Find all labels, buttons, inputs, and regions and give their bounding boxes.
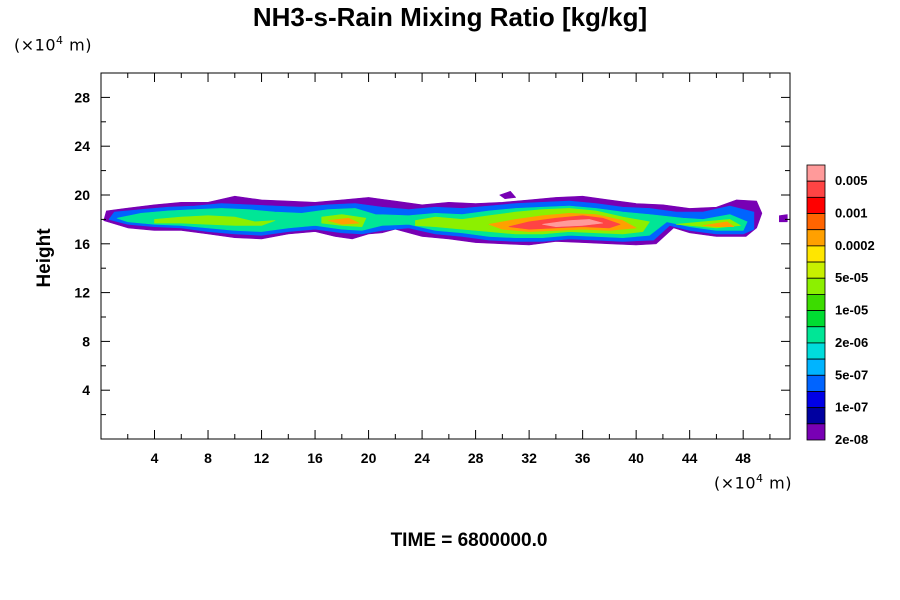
x-tick-label: 24: [414, 450, 430, 466]
y-tick-label: 12: [74, 285, 90, 301]
colorbar-label: 5e-07: [835, 367, 868, 382]
time-label: TIME = 6800000.0: [390, 530, 548, 551]
colorbar-label: 2e-06: [835, 335, 868, 350]
y-tick-label: 16: [74, 236, 90, 252]
y-tick-label: 4: [82, 382, 90, 398]
x-tick-label: 48: [735, 450, 751, 466]
colorbar-label: 5e-05: [835, 270, 868, 285]
y-tick-label: 24: [74, 138, 90, 154]
x-tick-label: 16: [307, 450, 323, 466]
colorbar-label: 1e-07: [835, 400, 868, 415]
x-axis-unit: (×104 m): [714, 472, 792, 492]
colorbar-swatch: [806, 310, 826, 328]
x-tick-label: 44: [682, 450, 698, 466]
colorbar-swatch: [806, 180, 826, 198]
mixing-ratio-field: [103, 191, 788, 246]
colorbar-swatch: [806, 374, 826, 392]
contour-region: [702, 221, 735, 227]
y-unit-exponent: 4: [56, 34, 64, 47]
x-axis: 4 8 12 16 20 24 28 32 36 40 44 48: [127, 73, 771, 466]
x-tick-label: 40: [628, 450, 644, 466]
x-unit-suffix: m): [763, 473, 792, 493]
contour-region: [499, 191, 517, 199]
colorbar-swatch: [806, 294, 826, 311]
y-unit-prefix: (×10: [14, 35, 57, 55]
contour-region: [328, 217, 360, 225]
y-unit-suffix: m): [63, 35, 92, 55]
colorbar-swatch: [806, 358, 826, 376]
y-axis-label: Height: [34, 228, 55, 288]
colorbar-label: 0.0002: [835, 238, 875, 253]
x-tick-label: 28: [468, 450, 484, 466]
colorbar-swatch: [806, 164, 826, 182]
x-tick-label: 4: [151, 450, 159, 466]
colorbar: 0.005 0.001 0.0002 5e-05 1e-05 2e-06 5e-07 1e-0…: [806, 164, 875, 447]
colorbar-swatch: [806, 229, 826, 247]
contour-region: [154, 215, 276, 226]
x-tick-label: 36: [575, 450, 591, 466]
chart-title: NH3-s-Rain Mixing Ratio [kg/kg]: [252, 2, 648, 32]
colorbar-label: 2e-08: [835, 432, 868, 447]
y-tick-label: 28: [74, 89, 90, 105]
x-tick-label: 12: [254, 450, 270, 466]
y-tick-label: 8: [82, 333, 90, 349]
colorbar-label: 0.005: [835, 173, 868, 188]
colorbar-swatch: [806, 326, 826, 344]
colorbar-swatch: [806, 213, 826, 231]
colorbar-swatch: [806, 277, 826, 295]
x-unit-prefix: (×10: [714, 473, 757, 493]
y-axis-unit: (×104 m): [14, 34, 92, 54]
x-tick-label: 8: [204, 450, 212, 466]
colorbar-label: 1e-05: [835, 303, 868, 318]
contour-region: [778, 214, 788, 223]
colorbar-label: 0.001: [835, 206, 868, 221]
colorbar-swatch: [806, 342, 826, 360]
colorbar-swatch: [806, 261, 826, 279]
plot-frame: [100, 72, 791, 440]
y-axis: 4 8 12 16 20 24 28: [74, 89, 790, 416]
x-unit-exponent: 4: [756, 472, 764, 485]
colorbar-swatch: [806, 423, 826, 441]
colorbar-swatch: [806, 391, 826, 409]
colorbar-swatch: [806, 245, 826, 263]
x-tick-label: 20: [361, 450, 377, 466]
colorbar-swatch: [806, 407, 826, 425]
contour-region: [542, 219, 604, 227]
x-tick-label: 32: [521, 450, 537, 466]
colorbar-swatch: [806, 196, 826, 214]
y-tick-label: 20: [74, 187, 90, 203]
